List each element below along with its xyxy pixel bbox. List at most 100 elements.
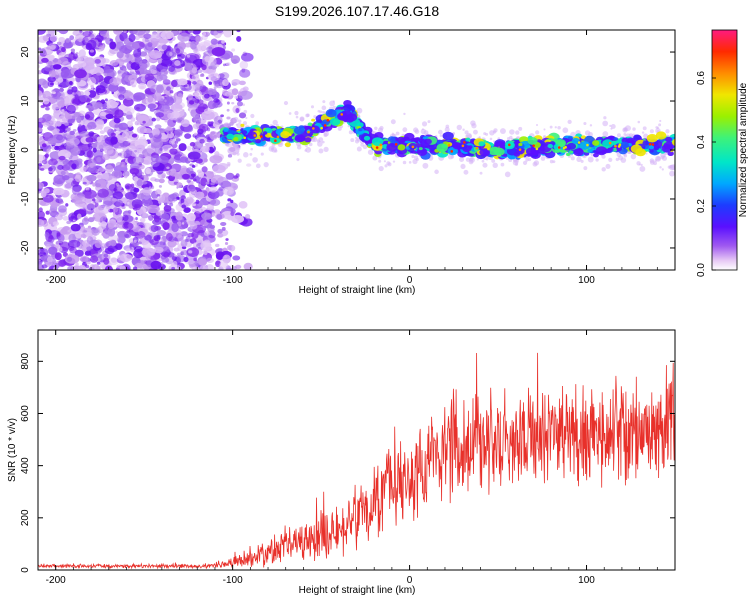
- noise-blob: [96, 156, 102, 163]
- noise-blob: [84, 250, 92, 256]
- halo-blob: [402, 127, 408, 133]
- halo-blob: [649, 129, 654, 134]
- noise-blob: [97, 205, 103, 209]
- snr-series: [38, 352, 675, 570]
- noise-blob: [133, 156, 145, 165]
- noise-blob: [156, 193, 161, 197]
- noise-blob: [118, 94, 125, 101]
- noise-blob: [141, 184, 145, 188]
- noise-blob: [58, 205, 67, 213]
- halo-blob: [462, 128, 465, 131]
- noise-blob: [230, 199, 234, 204]
- noise-blob: [96, 72, 101, 76]
- halo-blob: [392, 160, 396, 163]
- noise-blob: [173, 247, 180, 252]
- ridge-blob: [547, 143, 554, 149]
- noise-blob: [181, 204, 186, 209]
- noise-blob: [64, 127, 71, 132]
- halo-blob: [456, 124, 463, 131]
- halo-blob: [623, 153, 628, 158]
- noise-blob: [156, 116, 161, 122]
- noise-blob: [94, 183, 101, 188]
- noise-blob: [82, 189, 97, 199]
- noise-blob: [53, 174, 66, 185]
- halo-blob: [459, 156, 465, 162]
- halo-blob: [383, 160, 386, 163]
- noise-blob: [70, 223, 81, 232]
- noise-blob: [168, 138, 177, 145]
- noise-blob: [69, 81, 73, 85]
- noise-blob: [57, 100, 65, 108]
- halo-blob: [232, 116, 239, 123]
- noise-blob: [74, 69, 87, 79]
- noise-blob: [200, 177, 208, 186]
- noise-blob: [183, 125, 194, 133]
- noise-blob: [208, 66, 213, 70]
- halo-blob: [260, 152, 264, 156]
- halo-blob: [615, 157, 620, 162]
- halo-blob: [609, 124, 612, 127]
- halo-blob: [557, 125, 561, 130]
- colorbar-tick-label: 0.6: [696, 71, 707, 85]
- noise-blob: [123, 170, 130, 177]
- colorbar-tick-label: 0.4: [696, 135, 707, 149]
- ridge-blob: [424, 138, 432, 145]
- halo-blob: [583, 166, 588, 171]
- ridge-blob: [226, 133, 234, 140]
- noise-blob: [52, 64, 62, 70]
- noise-blob: [71, 163, 77, 170]
- noise-blob: [163, 204, 172, 212]
- noise-blob: [175, 138, 181, 142]
- noise-blob: [122, 222, 134, 230]
- noise-blob: [164, 99, 167, 103]
- snr-ylabel: SNR (10 * v/v): [7, 418, 18, 482]
- noise-blob: [102, 63, 106, 67]
- halo-blob: [322, 100, 326, 104]
- noise-blob: [193, 49, 198, 54]
- halo-blob: [466, 132, 472, 139]
- noise-blob: [45, 107, 50, 111]
- noise-blob: [161, 213, 170, 219]
- noise-blob: [211, 46, 226, 57]
- noise-blob: [169, 170, 178, 177]
- noise-blob: [142, 120, 146, 124]
- noise-blob: [238, 112, 247, 119]
- noise-blob: [133, 187, 140, 193]
- noise-blob: [180, 239, 188, 248]
- halo-blob: [263, 162, 269, 168]
- noise-blob: [145, 255, 151, 260]
- noise-blob: [207, 190, 220, 200]
- noise-blob: [155, 189, 162, 196]
- noise-blob: [44, 153, 49, 158]
- halo-blob: [237, 158, 242, 163]
- noise-blob: [213, 115, 223, 125]
- noise-blob: [244, 213, 251, 220]
- noise-blob: [96, 63, 100, 67]
- noise-blob: [94, 239, 103, 249]
- noise-blob: [199, 265, 209, 270]
- x-tick-label: 0: [407, 575, 413, 586]
- noise-blob: [169, 148, 178, 155]
- noise-blob: [87, 225, 92, 229]
- halo-blob: [661, 168, 664, 171]
- noise-blob: [232, 255, 241, 261]
- noise-blob: [115, 30, 121, 33]
- halo-blob: [272, 119, 278, 126]
- noise-blob: [110, 132, 116, 137]
- halo-blob: [236, 144, 241, 150]
- halo-blob: [402, 160, 407, 165]
- hot-spot: [535, 147, 539, 151]
- noise-blob: [104, 136, 118, 145]
- halo-blob: [601, 167, 606, 172]
- halo-blob: [295, 115, 299, 119]
- ridge-blob: [436, 143, 448, 153]
- noise-blob: [189, 185, 196, 192]
- noise-blob: [94, 58, 101, 64]
- halo-blob: [379, 125, 384, 131]
- noise-blob: [95, 85, 106, 94]
- halo-blob: [321, 105, 327, 111]
- noise-blob: [57, 164, 64, 170]
- noise-blob: [181, 173, 190, 180]
- halo-blob: [509, 129, 515, 135]
- noise-blob: [223, 122, 230, 128]
